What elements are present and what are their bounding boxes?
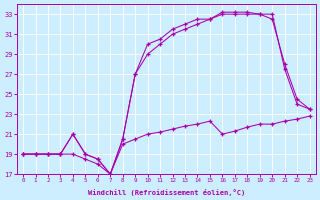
X-axis label: Windchill (Refroidissement éolien,°C): Windchill (Refroidissement éolien,°C) xyxy=(88,189,245,196)
